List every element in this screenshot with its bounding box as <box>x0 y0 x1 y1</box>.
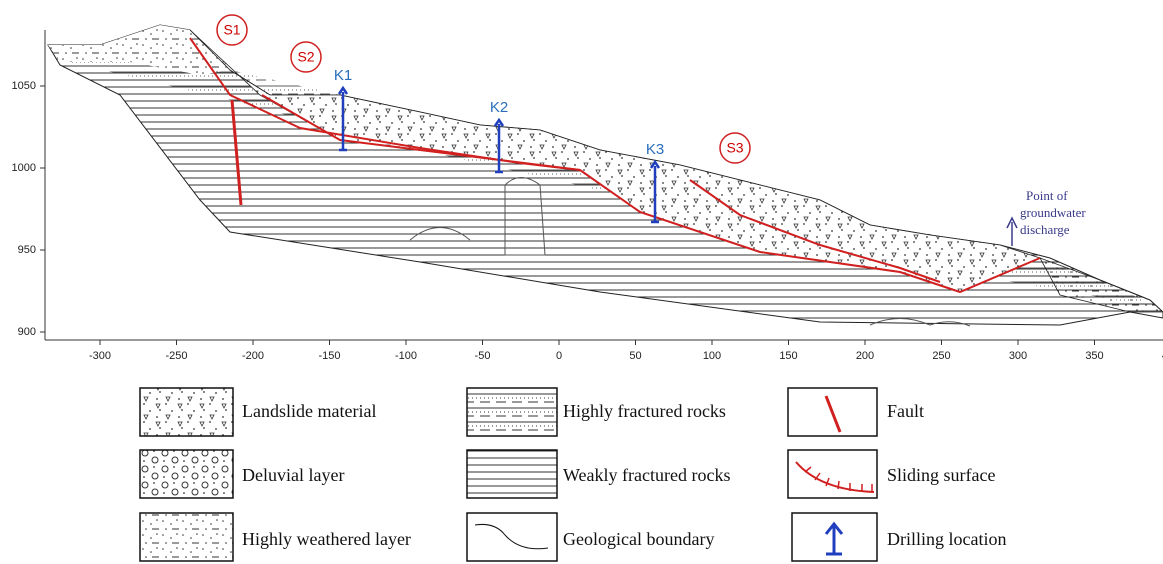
sliding-surface-label: S2 <box>297 49 314 65</box>
legend-label: Weakly fractured rocks <box>563 465 730 485</box>
x-tick-label: 0 <box>556 350 562 362</box>
legend-label: Deluvial layer <box>242 465 344 485</box>
legend-label: Geological boundary <box>563 529 714 549</box>
legend-label: Drilling location <box>887 529 1006 549</box>
legend-label: Sliding surface <box>887 465 995 485</box>
x-tick-label: -100 <box>395 350 417 362</box>
x-tick-label: 50 <box>629 350 641 362</box>
legend-swatch <box>140 388 233 436</box>
drill-label: K1 <box>334 67 352 84</box>
drill-label: K2 <box>490 99 508 116</box>
x-tick-label: 100 <box>703 350 721 362</box>
y-tick-label: 1050 <box>12 80 36 92</box>
x-tick-label: -200 <box>242 350 264 362</box>
y-tick-label: 900 <box>18 326 36 338</box>
legend-label: Landslide material <box>242 401 376 421</box>
legend-label: Fault <box>887 401 924 421</box>
legend-swatch <box>467 388 557 436</box>
x-tick-label: -50 <box>475 350 491 362</box>
legend-label: Highly fractured rocks <box>563 401 726 421</box>
x-tick-label: 250 <box>932 350 950 362</box>
x-tick-label: 200 <box>856 350 874 362</box>
x-tick-label: 350 <box>1085 350 1103 362</box>
drill-label: K3 <box>646 141 664 158</box>
legend-label: Highly weathered layer <box>242 529 411 549</box>
y-tick-label: 1000 <box>12 162 36 174</box>
annotation-line: groundwater <box>1020 205 1086 220</box>
x-tick-label: 150 <box>779 350 797 362</box>
y-tick-label: 950 <box>18 244 36 256</box>
cross-section: -300 -250 -200 -150 -100 -50 0 50 100 150 200 250 30… <box>0 0 1163 564</box>
annotation-line: Point of <box>1026 188 1068 203</box>
legend-swatch <box>467 450 557 498</box>
x-tick-label: -300 <box>89 350 111 362</box>
annotation-line: discharge <box>1020 222 1070 237</box>
x-tick-label: -150 <box>318 350 340 362</box>
legend-swatch <box>140 450 233 498</box>
x-tick-label: 300 <box>1009 350 1027 362</box>
sliding-surface-label: S1 <box>223 22 240 38</box>
sliding-surface-label: S3 <box>726 140 743 156</box>
legend-swatch <box>467 513 557 561</box>
x-tick-label: -250 <box>165 350 187 362</box>
legend-swatch <box>140 513 233 561</box>
